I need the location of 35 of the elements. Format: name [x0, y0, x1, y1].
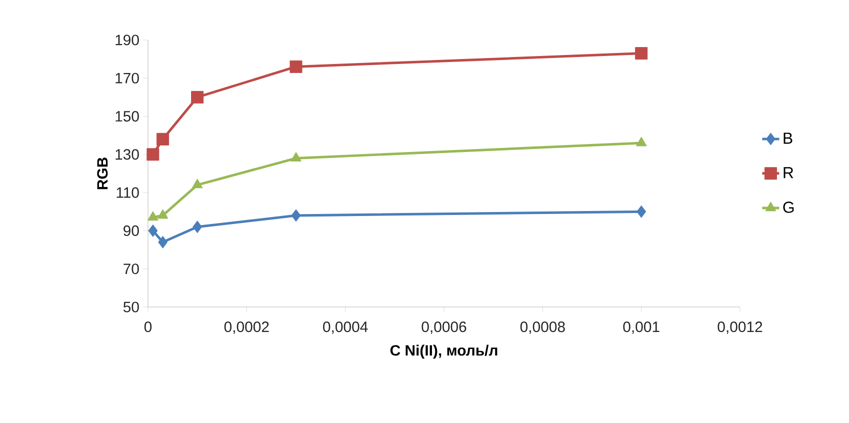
point [635, 47, 648, 60]
point [147, 211, 158, 221]
point [636, 136, 647, 146]
y-tick-label: 170 [116, 72, 139, 84]
point [192, 220, 202, 234]
point [156, 132, 170, 146]
y-tick-label: 50 [123, 302, 139, 312]
y-tick-label: 130 [116, 149, 139, 160]
x-tick-label: 0 [144, 322, 152, 332]
x-tick-label: 0,0006 [422, 322, 466, 334]
x-tick-label: 0,0008 [520, 322, 565, 334]
x-tick-label: 0,0012 [718, 322, 762, 334]
x-tick-label: 0,001 [623, 322, 660, 334]
point [148, 224, 158, 237]
point [291, 209, 301, 222]
point [192, 178, 203, 188]
point [146, 148, 160, 161]
legend-label: B [784, 132, 792, 144]
y-tick-label: 70 [124, 264, 139, 274]
y-tick-label: 110 [116, 187, 139, 198]
legend-label: G [783, 202, 794, 213]
y-tick-label: 150 [116, 110, 139, 122]
y-axis-title: RGB [97, 158, 108, 190]
point [290, 152, 302, 162]
point [636, 205, 646, 218]
x-axis-title: C Ni(II), моль/л [390, 344, 498, 359]
legend-label: R [784, 167, 794, 178]
point [157, 209, 168, 219]
point [158, 236, 168, 248]
point [290, 60, 302, 73]
point [191, 90, 204, 104]
x-tick-label: 0,0002 [224, 322, 269, 334]
y-tick-label: 190 [116, 34, 139, 46]
y-tick-label: 90 [124, 225, 139, 236]
x-tick-label: 0,0004 [323, 322, 368, 334]
